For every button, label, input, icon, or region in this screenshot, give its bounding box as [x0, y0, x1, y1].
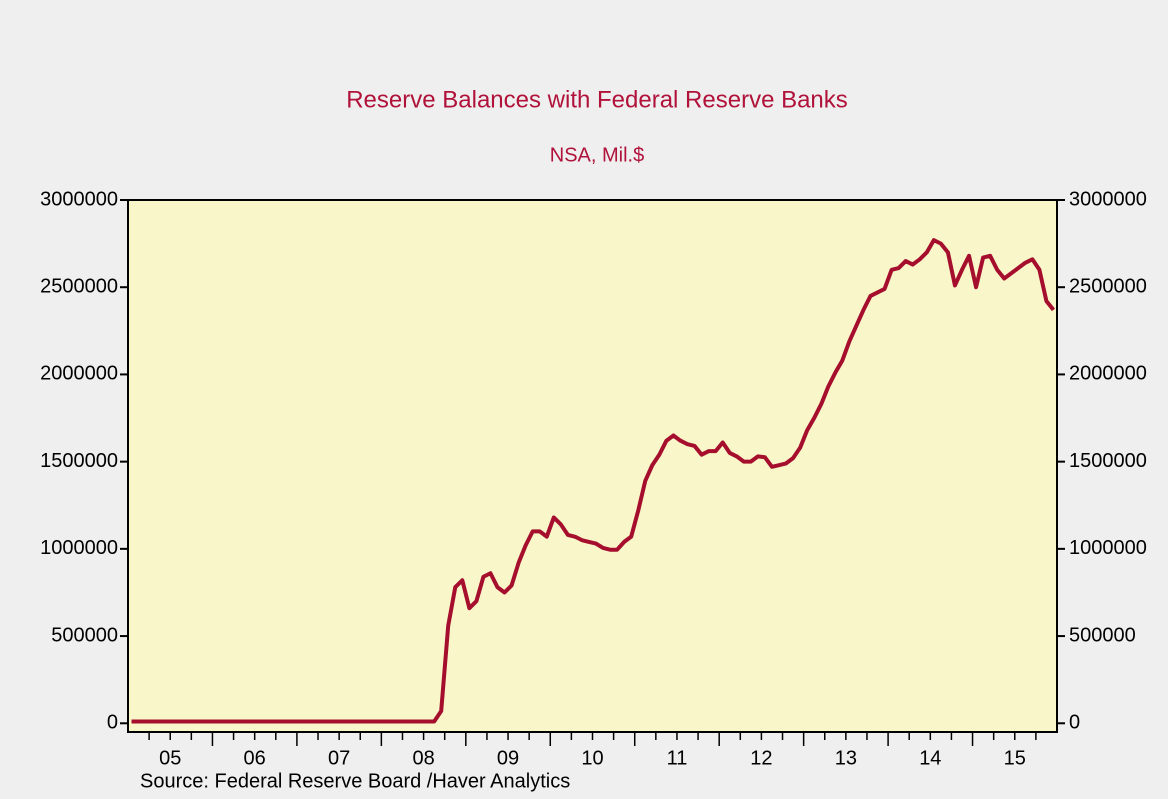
y2-tick-label: 500000 — [1069, 624, 1136, 646]
x-tick-label: 13 — [835, 747, 857, 769]
y-tick-label: 2500000 — [40, 275, 118, 297]
y-tick-label: 1500000 — [40, 450, 118, 472]
y-tick-label: 0 — [107, 712, 118, 734]
x-tick-label: 14 — [919, 747, 941, 769]
y2-tick-label: 1000000 — [1069, 537, 1147, 559]
x-tick-label: 15 — [1004, 747, 1026, 769]
y-tick-label: 500000 — [51, 624, 118, 646]
x-tick-label: 07 — [328, 747, 350, 769]
x-tick-label: 09 — [497, 747, 519, 769]
y-tick-label: 2000000 — [40, 363, 118, 385]
x-tick-label: 11 — [667, 747, 688, 769]
y2-tick-label: 0 — [1069, 712, 1080, 734]
y2-tick-label: 3000000 — [1069, 188, 1147, 210]
y2-tick-label: 2000000 — [1069, 363, 1147, 385]
chart-subtitle: NSA, Mil.$ — [550, 144, 644, 166]
y2-tick-label: 2500000 — [1069, 275, 1147, 297]
x-tick-label: 08 — [412, 747, 434, 769]
chart-title: Reserve Balances with Federal Reserve Ba… — [346, 86, 848, 113]
y-tick-label: 3000000 — [40, 188, 118, 210]
y2-tick-label: 1500000 — [1069, 450, 1147, 472]
x-tick-label: 05 — [159, 747, 181, 769]
plot-area — [127, 199, 1058, 733]
data-line — [131, 238, 1056, 724]
x-tick-label: 10 — [581, 747, 603, 769]
y-tick-label: 1000000 — [40, 537, 118, 559]
source-note: Source: Federal Reserve Board /Haver Ana… — [140, 770, 570, 792]
x-tick-label: 12 — [750, 747, 772, 769]
x-tick-label: 06 — [244, 747, 266, 769]
